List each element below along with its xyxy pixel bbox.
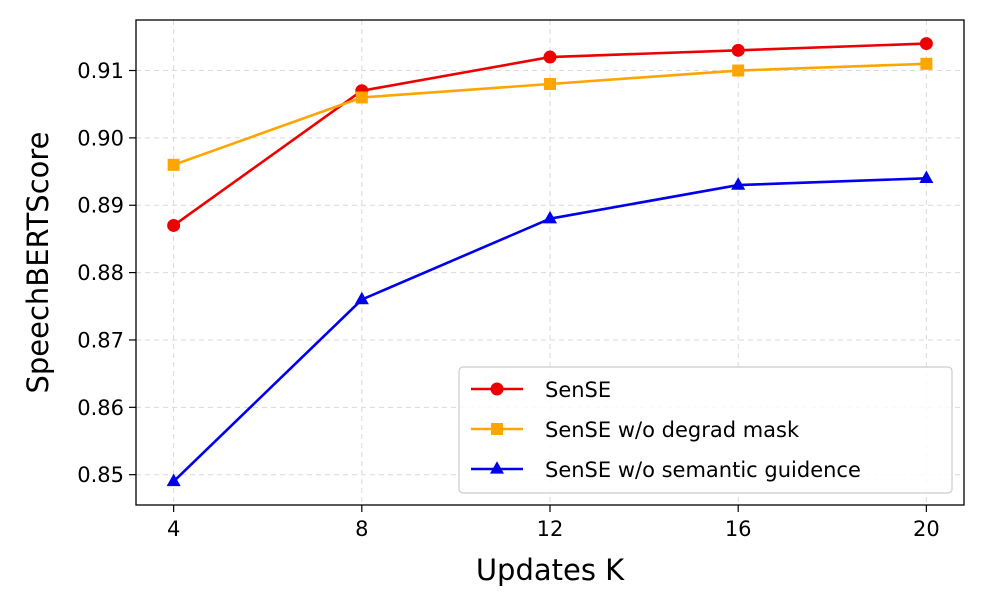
- y-tick-label: 0.89: [77, 194, 124, 218]
- legend-marker: [489, 461, 505, 474]
- data-point: [355, 91, 368, 104]
- legend-label: SenSE w/o semantic guidence: [545, 458, 861, 482]
- y-tick-label: 0.85: [77, 463, 124, 487]
- legend-box: [458, 366, 953, 494]
- y-tick-label: 0.87: [77, 328, 124, 352]
- legend-item: SenSE w/o degrad mask: [471, 418, 800, 442]
- y-axis: 0.85 0.86 0.87 0.88 0.89 0.90 0.91: [77, 59, 136, 487]
- data-point: [919, 37, 933, 51]
- legend-label: SenSE: [545, 378, 611, 402]
- y-tick-label: 0.88: [77, 261, 124, 285]
- data-point: [543, 50, 557, 64]
- data-point: [354, 291, 369, 305]
- data-point: [919, 170, 934, 183]
- legend: SenSE SenSE w/o degrad mask SenSE w/o sema…: [458, 366, 953, 494]
- x-tick-label: 8: [355, 517, 368, 541]
- y-axis-title: SpeechBERTScore: [21, 131, 55, 393]
- data-point: [544, 77, 556, 90]
- x-tick-label: 4: [167, 517, 180, 541]
- y-tick-label: 0.90: [77, 126, 124, 150]
- series-layer: [166, 37, 934, 487]
- x-axis-title: Updates K: [476, 553, 625, 587]
- legend-item: SenSE w/o semantic guidence: [471, 458, 861, 482]
- data-point: [732, 64, 745, 77]
- legend-item: SenSE: [471, 378, 611, 402]
- data-point: [920, 57, 933, 70]
- data-point: [542, 210, 558, 224]
- data-point: [731, 43, 745, 57]
- x-axis: 4 8 12 16 20: [167, 505, 940, 541]
- x-tick-label: 20: [913, 517, 940, 541]
- series-2: [166, 170, 934, 487]
- data-point: [167, 218, 181, 232]
- y-tick-label: 0.91: [77, 59, 124, 83]
- y-tick-label: 0.86: [77, 396, 124, 420]
- legend-marker: [490, 382, 504, 396]
- data-point: [166, 473, 181, 487]
- series-1: [167, 57, 933, 171]
- x-tick-label: 16: [725, 517, 752, 541]
- legend-label: SenSE w/o degrad mask: [545, 418, 800, 442]
- series-0: [167, 37, 933, 232]
- x-tick-label: 12: [537, 517, 564, 541]
- data-point: [731, 177, 746, 190]
- legend-marker: [491, 423, 503, 435]
- data-point: [167, 158, 180, 171]
